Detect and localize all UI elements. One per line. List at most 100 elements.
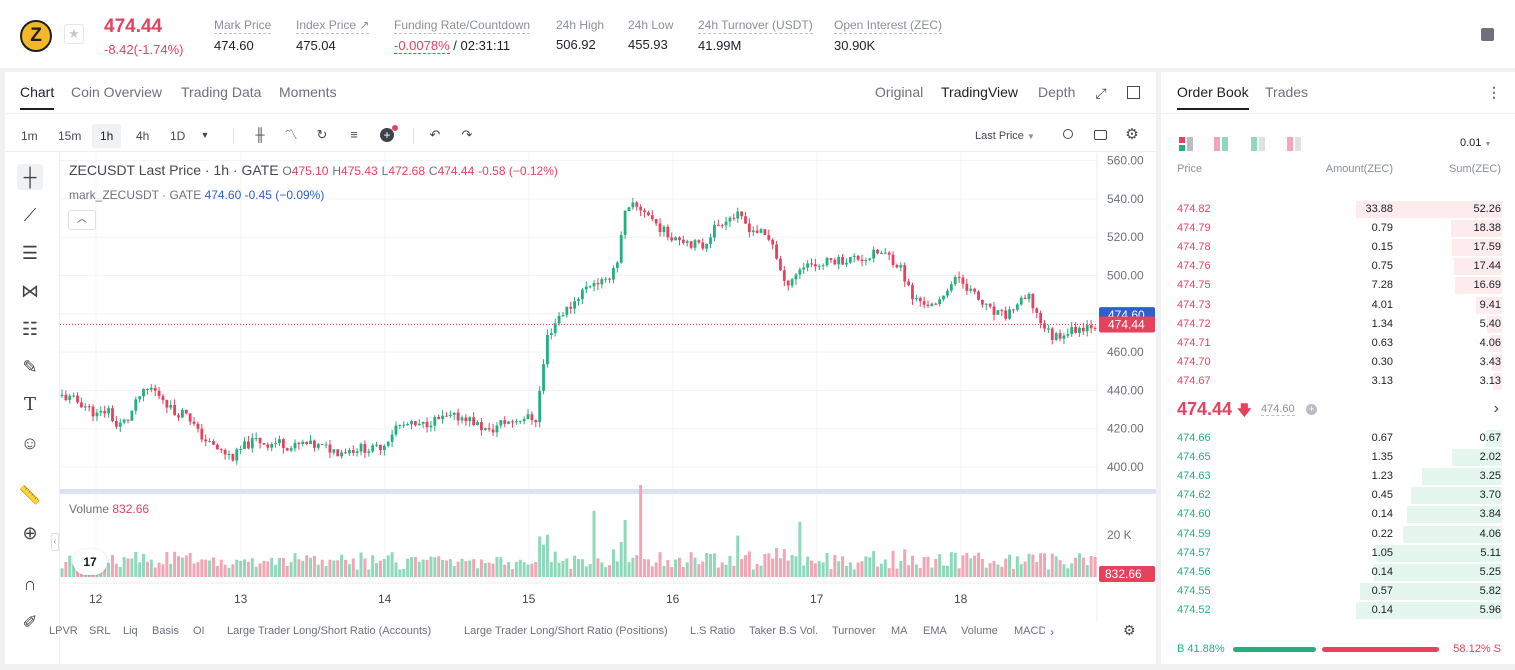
candle-body: [91, 406, 95, 417]
chart-area[interactable]: 400.00420.00440.00460.00480.00500.00520.…: [60, 153, 1156, 664]
bid-row[interactable]: 474.62 0.45 3.70: [1161, 486, 1515, 505]
brush-icon[interactable]: ✎: [22, 357, 38, 377]
indicator-liq[interactable]: Liq: [123, 625, 138, 637]
bid-row[interactable]: 474.57 1.05 5.11: [1161, 544, 1515, 563]
expand-icon[interactable]: ⤢: [1095, 85, 1107, 101]
ask-row[interactable]: 474.79 0.79 18.38: [1161, 219, 1515, 238]
tab-coin-overview[interactable]: Coin Overview: [71, 84, 163, 100]
magnet-icon[interactable]: ∩: [23, 574, 37, 594]
indicator-macd[interactable]: MACD: [1014, 625, 1045, 637]
ask-row[interactable]: 474.76 0.75 17.44: [1161, 257, 1515, 276]
ask-row[interactable]: 474.82 33.88 52.26: [1161, 200, 1515, 219]
chart-settings-icon[interactable]: ⚙: [1123, 622, 1136, 638]
pattern-icon[interactable]: ⋈: [21, 281, 39, 301]
trend-line-icon[interactable]: ⟋: [23, 205, 37, 225]
tab-trades[interactable]: Trades: [1265, 84, 1309, 100]
indicator-basis[interactable]: Basis: [152, 625, 179, 637]
tab-moments[interactable]: Moments: [279, 84, 337, 100]
bid-row[interactable]: 474.65 1.35 2.02: [1161, 448, 1515, 467]
indicator-ls-ratio[interactable]: L.S Ratio: [690, 625, 736, 637]
camera-icon[interactable]: [1093, 127, 1109, 143]
horizontal-lines-icon[interactable]: ☰: [21, 243, 39, 263]
indicator-turnover[interactable]: Turnover: [832, 625, 876, 637]
redo-icon[interactable]: ↷: [461, 127, 473, 142]
indicator-srl[interactable]: SRL: [89, 625, 111, 637]
volume-bar: [747, 551, 751, 577]
indicator-ls-accounts[interactable]: Large Trader Long/Short Ratio (Accounts): [227, 625, 432, 637]
precision-value: 0.01: [1460, 137, 1482, 149]
indicator-ls-positions[interactable]: Large Trader Long/Short Ratio (Positions…: [464, 625, 668, 637]
info-icon[interactable]: +: [1306, 404, 1317, 415]
ask-row[interactable]: 474.70 0.30 3.43: [1161, 353, 1515, 372]
chevron-right-icon[interactable]: ›: [1493, 400, 1499, 417]
indicator-ma[interactable]: MA: [891, 625, 908, 637]
replay-icon[interactable]: ↻: [316, 127, 328, 142]
bid-row[interactable]: 474.52 0.14 5.96: [1161, 601, 1515, 620]
precision-select[interactable]: 0.01 ▼: [1460, 137, 1491, 149]
view-bids-icon[interactable]: [1251, 137, 1266, 151]
favorite-star-icon[interactable]: ★: [64, 24, 84, 44]
view-asks-icon[interactable]: [1287, 137, 1302, 151]
chevron-right-icon[interactable]: ›: [1050, 625, 1054, 639]
ask-row[interactable]: 474.67 3.13 3.13: [1161, 372, 1515, 391]
chevron-down-icon[interactable]: ▼: [200, 130, 210, 140]
indicator-ema[interactable]: EMA: [923, 625, 947, 637]
gear-icon[interactable]: ⚙: [1125, 126, 1139, 143]
bid-row[interactable]: 474.63 1.23 3.25: [1161, 467, 1515, 486]
depth-bar: [1475, 296, 1502, 314]
indicator-volume[interactable]: Volume: [961, 625, 998, 637]
collapse-toolbar-icon[interactable]: ‹: [51, 533, 59, 551]
collapse-legend-button[interactable]: ︿: [68, 210, 96, 230]
bid-row[interactable]: 474.55 0.57 5.82: [1161, 582, 1515, 601]
text-tool-icon[interactable]: T: [23, 394, 36, 415]
add-alert-icon[interactable]: +: [379, 125, 398, 143]
window-icon[interactable]: [1126, 85, 1142, 101]
indicator-lpvr[interactable]: LPVR: [49, 625, 78, 637]
view-both-alt-icon[interactable]: [1214, 137, 1229, 151]
timeframe-15m[interactable]: 15m: [58, 129, 82, 143]
price-chart[interactable]: 400.00420.00440.00460.00480.00500.00520.…: [60, 153, 1156, 621]
indicator-oi[interactable]: OI: [193, 625, 205, 637]
ask-row[interactable]: 474.71 0.63 4.06: [1161, 334, 1515, 353]
ask-row[interactable]: 474.75 7.28 16.69: [1161, 276, 1515, 295]
ask-row[interactable]: 474.72 1.34 5.40: [1161, 315, 1515, 334]
legend-high-value: 475.43: [341, 164, 378, 178]
candle-body: [173, 404, 177, 416]
tab-trading-data[interactable]: Trading Data: [181, 84, 262, 100]
candle-style-icon[interactable]: ╫: [255, 127, 265, 142]
emoji-icon[interactable]: ☺: [20, 433, 40, 453]
undo-icon[interactable]: ↶: [429, 127, 441, 142]
timeframe-1d[interactable]: 1D: [170, 129, 186, 143]
indicator-taker-vol[interactable]: Taker B.S Vol.: [749, 625, 819, 637]
price-type-select[interactable]: Last Price ▼: [967, 124, 1043, 148]
stat-index-price[interactable]: Index Price ↗ 475.04: [296, 18, 370, 53]
view-original[interactable]: Original: [875, 84, 924, 100]
row-price: 474.82: [1177, 203, 1211, 215]
view-both-icon[interactable]: [1179, 137, 1194, 151]
ask-row[interactable]: 474.73 4.01 9.41: [1161, 296, 1515, 315]
tab-order-book[interactable]: Order Book: [1177, 84, 1249, 110]
tab-chart[interactable]: Chart: [20, 84, 55, 110]
timeframe-1h[interactable]: 1h: [92, 124, 122, 148]
bid-row[interactable]: 474.66 0.67 0.67: [1161, 429, 1515, 448]
view-depth[interactable]: Depth: [1038, 84, 1076, 100]
stat-label[interactable]: Index Price ↗: [296, 18, 370, 34]
crosshair-icon[interactable]: ┼: [17, 164, 43, 190]
search-icon[interactable]: [1061, 127, 1077, 143]
more-icon[interactable]: ⋮: [1487, 84, 1501, 100]
fib-icon[interactable]: ☷: [21, 319, 39, 339]
bid-row[interactable]: 474.56 0.14 5.25: [1161, 563, 1515, 582]
ask-row[interactable]: 474.78 0.15 17.59: [1161, 238, 1515, 257]
bid-row[interactable]: 474.60 0.14 3.84: [1161, 505, 1515, 524]
timeframe-4h[interactable]: 4h: [136, 129, 150, 143]
tradingview-logo[interactable]: 17: [73, 549, 107, 575]
templates-icon[interactable]: ≡: [350, 127, 358, 142]
indicators-icon[interactable]: 〽: [284, 127, 298, 142]
zoom-in-icon[interactable]: ⊕: [22, 523, 38, 543]
ruler-icon[interactable]: 📏: [18, 485, 42, 505]
view-tradingview[interactable]: TradingView: [941, 84, 1019, 100]
book-icon[interactable]: [1481, 28, 1494, 41]
bid-row[interactable]: 474.59 0.22 4.06: [1161, 525, 1515, 544]
pencil-lock-icon[interactable]: ✐: [22, 612, 38, 632]
timeframe-1m[interactable]: 1m: [21, 129, 38, 143]
